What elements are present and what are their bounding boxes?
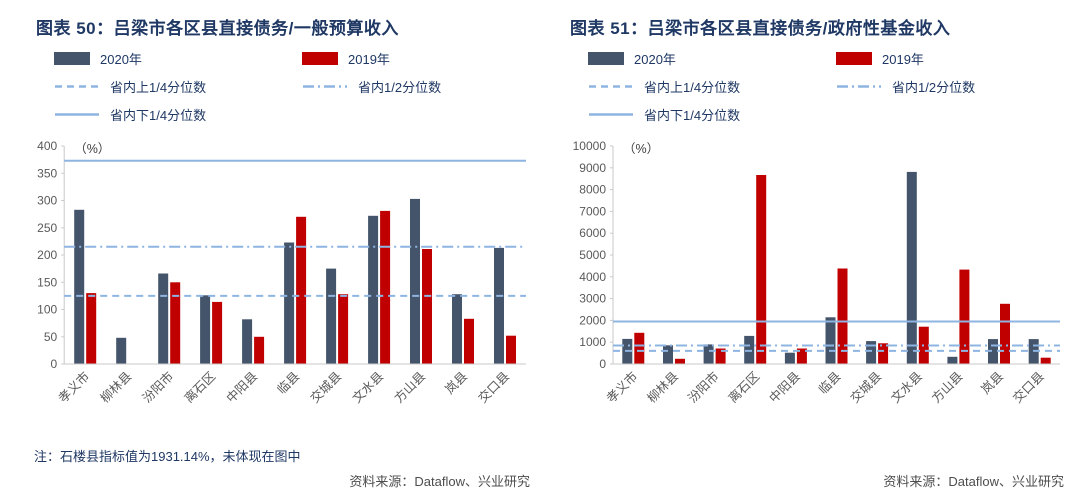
svg-text:8000: 8000	[579, 183, 606, 197]
chart-title-51: 图表 51：吕梁市各区县直接债务/政府性基金收入	[570, 19, 951, 38]
svg-text:汾阳市: 汾阳市	[685, 369, 722, 406]
svg-text:7000: 7000	[579, 204, 606, 218]
legend-item-lower-quartile: 省内下1/4分位数	[588, 105, 836, 124]
svg-text:岚县: 岚县	[979, 369, 1007, 397]
legend-51: 2020年 2019年 省内上1/4分位数 省内1/2分位数 省内下1/4分位数	[588, 49, 1068, 124]
svg-text:中阳县: 中阳县	[223, 369, 260, 406]
svg-text:100: 100	[37, 303, 57, 317]
svg-text:离石区: 离石区	[725, 369, 762, 406]
svg-text:方山县: 方山县	[391, 369, 428, 406]
svg-text:（%）: （%）	[623, 142, 659, 156]
legend-label-median: 省内1/2分位数	[358, 80, 442, 95]
svg-text:（%）: （%）	[74, 142, 110, 156]
svg-text:200: 200	[37, 248, 57, 262]
svg-text:方山县: 方山县	[928, 369, 965, 406]
legend-label-2019: 2019年	[348, 52, 390, 67]
legend-label-2019: 2019年	[882, 52, 924, 67]
svg-text:3000: 3000	[579, 292, 606, 306]
dashdot-line-icon	[837, 85, 881, 88]
svg-text:孝义市: 孝义市	[55, 369, 92, 406]
charts-row: 图表 50：吕梁市各区县直接债务/一般预算收入 2020年 2019年 省内上1…	[28, 12, 1064, 492]
panel-footer-50: 注：石楼县指标值为1931.14%，未体现在图中 资料来源：Dataflow、兴…	[28, 446, 534, 492]
legend-item-upper-quartile: 省内上1/4分位数	[54, 77, 302, 96]
svg-text:250: 250	[37, 221, 57, 235]
svg-text:孝义市: 孝义市	[603, 369, 640, 406]
svg-text:150: 150	[37, 275, 57, 289]
svg-text:汾阳市: 汾阳市	[139, 369, 176, 406]
svg-text:5000: 5000	[579, 248, 606, 262]
bar-chart-50: 0 50 100 150 200 250 300 350 400 孝义市 柳林县 汾阳市 离石区 中阳县临…	[37, 139, 526, 406]
source-text: 资料来源：Dataflow、兴业研究	[349, 474, 530, 489]
svg-text:中阳县: 中阳县	[766, 369, 803, 406]
solid-line-icon	[55, 113, 99, 116]
chart-title-50: 图表 50：吕梁市各区县直接债务/一般预算收入	[36, 19, 399, 38]
svg-text:交口县: 交口县	[1010, 369, 1047, 406]
svg-text:文水县: 文水县	[888, 369, 925, 406]
source-text: 资料来源：Dataflow、兴业研究	[883, 474, 1064, 489]
bar-swatch-2019	[836, 52, 872, 65]
bar-swatch-2019	[302, 52, 338, 65]
svg-text:350: 350	[37, 166, 57, 180]
chart-canvas-50: 0 50 100 150 200 250 300 350 400 孝义市 柳林县 汾阳市 离石区 中阳县临…	[28, 130, 534, 429]
svg-text:临县: 临县	[816, 369, 844, 397]
legend-label-lower-quartile: 省内下1/4分位数	[644, 108, 741, 123]
panel-footer-51: 资料来源：Dataflow、兴业研究	[562, 448, 1068, 492]
svg-text:300: 300	[37, 194, 57, 208]
svg-text:文水县: 文水县	[349, 369, 386, 406]
svg-text:1000: 1000	[579, 335, 606, 349]
chart-panel-51: 图表 51：吕梁市各区县直接债务/政府性基金收入 2020年 2019年 省内上…	[562, 12, 1068, 492]
legend-label-upper-quartile: 省内上1/4分位数	[644, 80, 741, 95]
legend-item-2019: 2019年	[302, 49, 532, 68]
svg-text:0: 0	[599, 357, 606, 371]
svg-text:离石区: 离石区	[181, 369, 218, 406]
dashdot-line-icon	[303, 85, 347, 88]
svg-text:10000: 10000	[573, 139, 607, 153]
bar-swatch-2020	[54, 52, 90, 65]
dashed-line-icon	[55, 85, 99, 88]
legend-label-upper-quartile: 省内上1/4分位数	[110, 80, 207, 95]
svg-text:柳林县: 柳林县	[98, 369, 134, 405]
dashed-line-icon	[589, 85, 633, 88]
legend-item-median: 省内1/2分位数	[302, 77, 532, 96]
svg-text:交城县: 交城县	[847, 369, 884, 406]
svg-text:交城县: 交城县	[307, 369, 344, 406]
legend-item-lower-quartile: 省内下1/4分位数	[54, 105, 302, 124]
svg-text:2000: 2000	[579, 313, 606, 327]
svg-text:柳林县: 柳林县	[645, 369, 681, 405]
svg-text:临县: 临县	[275, 369, 303, 397]
svg-text:6000: 6000	[579, 226, 606, 240]
legend-item-upper-quartile: 省内上1/4分位数	[588, 77, 836, 96]
chart-panel-50: 图表 50：吕梁市各区县直接债务/一般预算收入 2020年 2019年 省内上1…	[28, 12, 534, 492]
svg-text:9000: 9000	[579, 161, 606, 175]
legend-label-median: 省内1/2分位数	[892, 80, 976, 95]
legend-label-2020: 2020年	[100, 52, 142, 67]
legend-50: 2020年 2019年 省内上1/4分位数 省内1/2分位数 省内下1/4分位数	[54, 49, 534, 124]
footnote: 注：石楼县指标值为1931.14%，未体现在图中	[34, 449, 301, 464]
legend-item-2020: 2020年	[588, 49, 836, 68]
svg-text:400: 400	[37, 139, 57, 153]
svg-text:4000: 4000	[579, 270, 606, 284]
legend-item-median: 省内1/2分位数	[836, 77, 1066, 96]
svg-text:岚县: 岚县	[443, 369, 471, 397]
svg-text:交口县: 交口县	[475, 369, 512, 406]
bar-swatch-2020	[588, 52, 624, 65]
legend-label-2020: 2020年	[634, 52, 676, 67]
legend-item-2020: 2020年	[54, 49, 302, 68]
svg-text:50: 50	[44, 330, 58, 344]
chart-canvas-51: 0 1000 2000 3000 4000 5000 6000 7000 8000 9000 100…	[562, 130, 1068, 429]
bar-chart-51: 0 1000 2000 3000 4000 5000 6000 7000 8000 9000 100…	[573, 139, 1060, 406]
legend-item-2019: 2019年	[836, 49, 1066, 68]
svg-text:0: 0	[51, 357, 58, 371]
legend-label-lower-quartile: 省内下1/4分位数	[110, 108, 207, 123]
solid-line-icon	[589, 113, 633, 116]
footnote	[568, 448, 1064, 465]
